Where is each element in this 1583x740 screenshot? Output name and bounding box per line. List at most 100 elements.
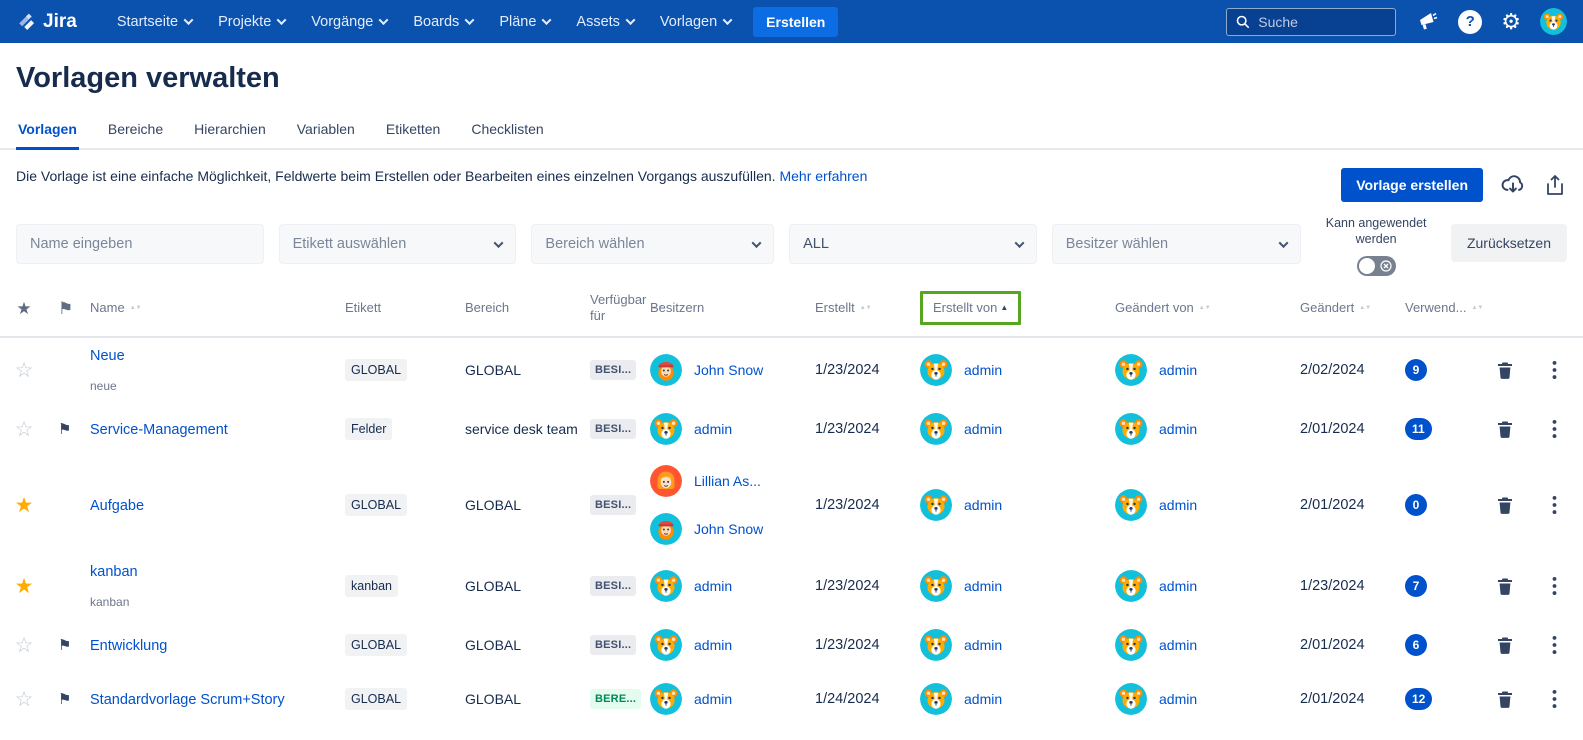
chevron-down-icon — [1279, 238, 1289, 248]
tab-vorlagen[interactable]: Vorlagen — [16, 119, 79, 150]
header-erstellt[interactable]: Erstellt▲▼ — [815, 300, 920, 316]
nav-item-boards[interactable]: Boards — [413, 14, 473, 30]
trash-icon — [1495, 419, 1515, 439]
reset-button[interactable]: Zurücksetzen — [1451, 224, 1567, 262]
import-cloud-download-icon[interactable] — [1500, 172, 1526, 198]
header-verfuegbar-fuer[interactable]: Verfügbar für▲▼ — [590, 292, 650, 325]
besitzer-filter-select[interactable]: Besitzer wählen — [1052, 224, 1302, 264]
user-link[interactable]: admin — [964, 691, 1002, 707]
dog-avatar-icon — [1115, 489, 1147, 521]
type-filter-select[interactable]: ALL — [789, 224, 1037, 264]
user-link[interactable]: admin — [1159, 691, 1197, 707]
header-verwendet[interactable]: Verwend...▲▼ — [1405, 300, 1485, 316]
user-entry: admin — [1115, 629, 1300, 661]
template-name-link[interactable]: Neue — [90, 348, 125, 364]
delete-button[interactable] — [1485, 360, 1525, 380]
name-filter-input[interactable] — [16, 224, 264, 264]
user-entry: admin — [920, 683, 1115, 715]
settings-gear-icon[interactable]: ⚙ — [1501, 11, 1521, 33]
etikett-filter-select[interactable]: Etikett auswählen — [279, 224, 517, 264]
flag-column-header-icon[interactable]: ⚑ — [48, 298, 90, 319]
verfuegbar-fuer-tag: BESI... — [590, 360, 636, 380]
user-link[interactable]: admin — [694, 421, 732, 437]
nav-item-vorlagen[interactable]: Vorlagen — [660, 14, 731, 30]
dog-avatar-icon — [920, 570, 952, 602]
delete-button[interactable] — [1485, 419, 1525, 439]
kebab-menu-icon — [1552, 688, 1557, 710]
header-geaendert-von[interactable]: Geändert von▲▼ — [1115, 300, 1300, 316]
nav-item-projekte[interactable]: Projekte — [218, 14, 285, 30]
template-name-link[interactable]: Entwicklung — [90, 638, 167, 654]
star-button[interactable]: ☆ — [15, 359, 34, 382]
erstellt-von-cell: admin — [920, 629, 1115, 661]
user-link[interactable]: John Snow — [694, 521, 763, 537]
help-icon[interactable]: ? — [1458, 10, 1482, 34]
user-link[interactable]: admin — [964, 421, 1002, 437]
template-name-link[interactable]: Service-Management — [90, 422, 228, 438]
star-button[interactable]: ★ — [15, 575, 34, 598]
nav-item-assets[interactable]: Assets — [576, 14, 634, 30]
tab-bereiche[interactable]: Bereiche — [106, 119, 165, 150]
template-name-link[interactable]: Aufgabe — [90, 498, 144, 514]
user-link[interactable]: admin — [1159, 362, 1197, 378]
tab-hierarchien[interactable]: Hierarchien — [192, 119, 268, 150]
bereich-filter-select[interactable]: Bereich wählen — [531, 224, 774, 264]
header-etikett: Etikett — [345, 300, 465, 316]
user-link[interactable]: admin — [694, 578, 732, 594]
verwendet-badge: 12 — [1405, 688, 1432, 710]
header-name[interactable]: Name▲▼ — [90, 300, 345, 316]
user-link[interactable]: admin — [694, 691, 732, 707]
user-link[interactable]: admin — [964, 497, 1002, 513]
learn-more-link[interactable]: Mehr erfahren — [779, 168, 867, 184]
row-menu-button[interactable] — [1525, 494, 1583, 516]
star-button[interactable]: ★ — [15, 494, 34, 517]
nav-item-vorgnge[interactable]: Vorgänge — [311, 14, 387, 30]
row-menu-button[interactable] — [1525, 418, 1583, 440]
verfuegbar-fuer-tag: BESI... — [590, 495, 636, 515]
tab-variablen[interactable]: Variablen — [295, 119, 357, 150]
search-input[interactable] — [1258, 14, 1378, 30]
bereich-text: GLOBAL — [465, 495, 590, 515]
user-link[interactable]: admin — [964, 362, 1002, 378]
announcements-megaphone-icon[interactable] — [1415, 10, 1439, 34]
template-name-link[interactable]: Standardvorlage Scrum+Story — [90, 692, 285, 708]
star-button[interactable]: ☆ — [15, 688, 34, 711]
tab-checklisten[interactable]: Checklisten — [469, 119, 545, 150]
user-link[interactable]: John Snow — [694, 362, 763, 378]
row-menu-button[interactable] — [1525, 688, 1583, 710]
star-column-header-icon[interactable]: ★ — [0, 298, 48, 319]
delete-button[interactable] — [1485, 689, 1525, 709]
user-link[interactable]: admin — [1159, 578, 1197, 594]
nav-item-startseite[interactable]: Startseite — [117, 14, 192, 30]
user-link[interactable]: admin — [1159, 637, 1197, 653]
search-box[interactable] — [1226, 8, 1396, 36]
row-menu-button[interactable] — [1525, 634, 1583, 656]
star-button[interactable]: ☆ — [15, 634, 34, 657]
header-geaendert[interactable]: Geändert▲▼ — [1300, 300, 1405, 316]
user-link[interactable]: admin — [964, 578, 1002, 594]
nav-create-button[interactable]: Erstellen — [753, 7, 838, 37]
tab-etiketten[interactable]: Etiketten — [384, 119, 442, 150]
delete-button[interactable] — [1485, 576, 1525, 596]
etikett-tag: GLOBAL — [345, 688, 407, 710]
star-button[interactable]: ☆ — [15, 418, 34, 441]
user-link[interactable]: admin — [1159, 421, 1197, 437]
templates-table: ☆ Neue neue GLOBAL GLOBAL BESI... John S… — [0, 338, 1583, 726]
user-link[interactable]: admin — [964, 637, 1002, 653]
can-apply-toggle[interactable] — [1357, 256, 1396, 276]
create-template-button[interactable]: Vorlage erstellen — [1341, 168, 1483, 202]
delete-button[interactable] — [1485, 635, 1525, 655]
user-avatar[interactable] — [1540, 8, 1567, 35]
jira-logo[interactable]: Jira — [16, 11, 77, 33]
user-link[interactable]: admin — [1159, 497, 1197, 513]
delete-button[interactable] — [1485, 495, 1525, 515]
row-menu-button[interactable] — [1525, 575, 1583, 597]
template-name-link[interactable]: kanban — [90, 564, 138, 580]
nav-item-plne[interactable]: Pläne — [499, 14, 550, 30]
user-link[interactable]: Lillian As... — [694, 473, 761, 489]
export-share-icon[interactable] — [1543, 173, 1567, 197]
user-entry: admin — [1115, 570, 1300, 602]
row-menu-button[interactable] — [1525, 359, 1583, 381]
user-link[interactable]: admin — [694, 637, 732, 653]
header-erstellt-von[interactable]: Erstellt von▲ — [920, 291, 1115, 325]
